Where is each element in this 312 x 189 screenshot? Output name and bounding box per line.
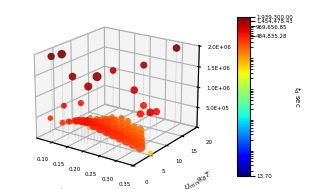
Y-axis label: $U_{min}/k_BT$: $U_{min}/k_BT$	[183, 169, 215, 189]
Y-axis label: $t_d$ sec: $t_d$ sec	[291, 86, 302, 107]
X-axis label: $\Phi$: $\Phi$	[55, 185, 65, 189]
